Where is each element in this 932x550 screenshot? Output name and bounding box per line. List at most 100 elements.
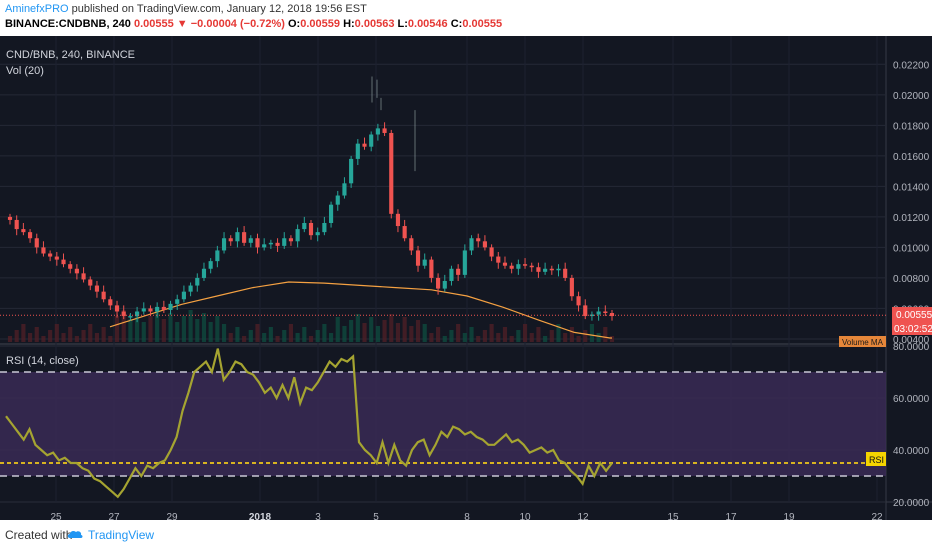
candle-body (248, 238, 253, 243)
volume-ma-badge-text: Volume MA (842, 338, 884, 347)
candle-body (215, 250, 220, 262)
candle-body (121, 311, 126, 317)
rsi-badge (866, 452, 886, 466)
candle-body (135, 311, 140, 317)
candle-body (415, 250, 421, 266)
time-tick-label: 27 (108, 512, 120, 520)
candle-body (342, 183, 347, 196)
time-tick-label: 25 (50, 512, 62, 520)
candle-body (61, 259, 66, 265)
candle-body (583, 305, 588, 317)
price-tick-label: 0.00800 (893, 274, 930, 285)
candle-body (221, 238, 227, 251)
volume-bar (54, 324, 59, 342)
candle-body (262, 244, 267, 248)
candle-body (489, 247, 494, 257)
candle-body (148, 308, 153, 312)
candle-body (609, 313, 615, 317)
candle-body (295, 229, 300, 242)
time-tick-label: 17 (725, 512, 737, 520)
volume-layer (7, 281, 615, 342)
volume-bar (375, 326, 380, 342)
volume-bar (596, 333, 601, 342)
created-with-text: Created with (5, 528, 73, 542)
chart-header: AminefxPRO published on TradingView.com,… (0, 0, 932, 36)
candle-body (181, 291, 186, 300)
volume-bar (7, 336, 13, 342)
candle-body (449, 268, 454, 281)
candle-body (128, 316, 133, 318)
volume-bar (282, 330, 287, 342)
volume-bar (576, 336, 581, 342)
volume-bar (556, 324, 561, 342)
candle-body (14, 219, 19, 230)
volume-bar (262, 333, 267, 342)
low-label: L: (397, 18, 408, 30)
volume-bar (382, 320, 387, 342)
volume-bar (94, 333, 100, 342)
candle-body (88, 279, 93, 286)
candle-body (328, 204, 334, 223)
volume-bar (295, 333, 300, 342)
volume-bar (121, 310, 126, 342)
candle-body (161, 306, 166, 310)
candle-body (516, 264, 521, 269)
candle-body (543, 268, 548, 272)
candle-body (108, 299, 113, 306)
candle-body (569, 277, 574, 297)
chart-svg[interactable]: 0.02200 0.02000 0.01800 0.01600 0.01400 0.012… (0, 36, 932, 520)
time-tick-label: 10 (519, 512, 531, 520)
volume-bar (14, 330, 19, 342)
volume-bar (48, 330, 53, 342)
volume-bar (128, 319, 133, 342)
volume-bar (308, 336, 314, 342)
candle-body (242, 232, 247, 243)
candle-body (502, 262, 508, 266)
volume-bar (603, 327, 608, 342)
volume-bar (349, 320, 354, 342)
symbol-label: BINANCE:CNDBNB, 240 (5, 18, 131, 30)
time-tick-label: 15 (667, 512, 679, 520)
candle-body (288, 238, 294, 242)
price-badge-text: 0.00555 (896, 310, 932, 321)
rsi-tick-label: 40.0000 (893, 446, 930, 457)
volume-bar (235, 327, 240, 342)
candle-body (315, 232, 320, 236)
rsi-line (5, 348, 613, 499)
candles-layer (0, 76, 886, 323)
volume-bar (322, 324, 327, 342)
volume-bar (221, 324, 227, 342)
volume-bar (21, 324, 26, 342)
candle-body (188, 285, 193, 292)
series-legend: CND/BNB, 240, BINANCE (6, 49, 135, 61)
price-tick-label: 0.01800 (893, 121, 930, 132)
volume-legend: Vol (20) (6, 65, 44, 77)
volume-bar (529, 333, 534, 342)
candle-body (268, 242, 273, 245)
countdown-badge (892, 321, 932, 335)
candle-body (74, 268, 79, 274)
publish-line: AminefxPRO published on TradingView.com,… (5, 3, 367, 15)
candle-body (476, 238, 481, 242)
volume-bar (469, 327, 474, 342)
volume-bar (302, 327, 307, 342)
tradingview-brand-link[interactable]: TradingView (88, 528, 155, 542)
price-tick-label: 0.01200 (893, 213, 930, 224)
candle-body (41, 247, 46, 254)
volume-bar (436, 327, 441, 342)
volume-bar (422, 324, 427, 342)
rsi-tick-label: 20.0000 (893, 498, 930, 509)
candle-body (389, 132, 394, 214)
volume-bar (342, 326, 347, 342)
candle-body (362, 143, 367, 147)
volume-bar (429, 333, 434, 342)
candle-body (496, 256, 501, 263)
rsi-tick-label: 60.0000 (893, 394, 930, 405)
chart-area[interactable]: 0.02200 0.02000 0.01800 0.01600 0.01400 0.012… (0, 36, 932, 520)
open-label: O: (288, 18, 301, 30)
close-value: 0.00555 (462, 18, 503, 30)
author-link[interactable]: AminefxPRO (5, 3, 69, 15)
volume-bar (482, 330, 487, 342)
candle-body (34, 238, 39, 248)
candle-body (21, 229, 26, 233)
